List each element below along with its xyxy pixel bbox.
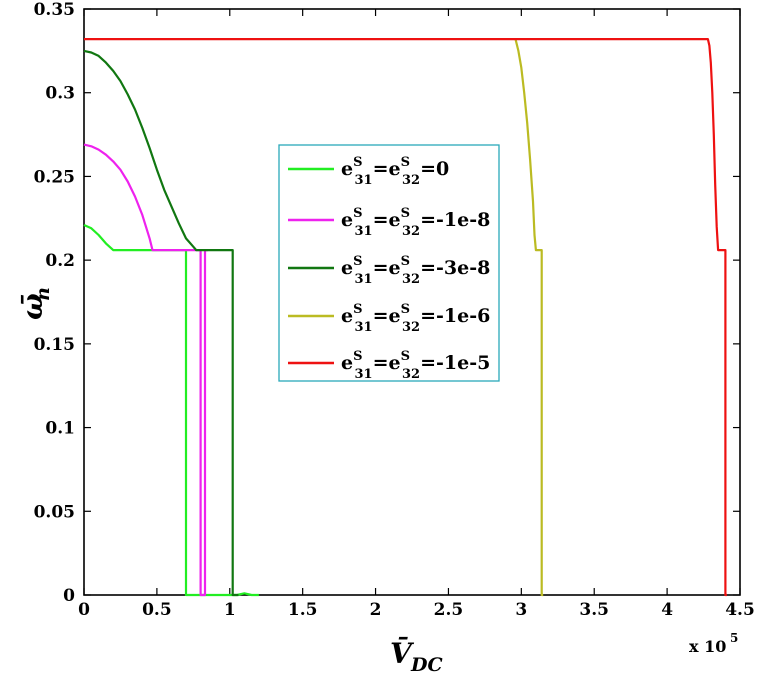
legend: eS 31=eS 32=0eS 31=eS 32=-1e-8eS 31=eS 32=-3e-… — [278, 144, 500, 382]
legend-text-part: e — [341, 209, 353, 231]
legend-entry-2: eS 31=eS 32=-1e-8 — [288, 206, 490, 239]
legend-text-part: =-1e-6 — [420, 305, 490, 327]
legend-text-part: =-1e-8 — [420, 209, 490, 231]
series-line-5 — [84, 37, 727, 597]
x-tick-label: 2 — [370, 600, 382, 620]
legend-text-part: 31 — [354, 224, 372, 239]
y-axis-title-main: ω̄ — [16, 293, 49, 320]
x-multiplier: x 10 5 — [689, 631, 738, 656]
legend-text-part: S — [401, 349, 410, 364]
legend-entry-1: eS 31=eS 32=0 — [288, 155, 449, 188]
x-tick-label: 1 — [224, 600, 236, 620]
legend-text-part: S — [353, 206, 362, 221]
x-axis-title-sub: DC — [410, 654, 443, 675]
legend-text-part: 31 — [354, 320, 372, 335]
legend-text-part: 32 — [402, 320, 420, 335]
axis-ticks: 0 0.5 1 1.5 2 2.5 3 3.5 4 4.5 0 0.05 0.1 0.15 0.2 0.25 0… — [34, 0, 755, 620]
legend-text-part: S — [401, 254, 410, 269]
legend-text-part: S — [401, 302, 410, 317]
legend-entry-4: eS 31=eS 32=-1e-6 — [288, 302, 490, 335]
x-tick-label: 1.5 — [288, 600, 318, 620]
series-lines — [83, 37, 727, 597]
legend-entry-5: eS 31=eS 32=-1e-5 — [288, 349, 490, 382]
legend-label: eS 31=eS 32=-1e-6 — [341, 302, 490, 335]
legend-text-part: e — [341, 352, 353, 374]
x-multiplier-exponent: 5 — [730, 631, 738, 645]
legend-entry-3: eS 31=eS 32=-3e-8 — [288, 254, 490, 287]
legend-text-part: =-1e-5 — [420, 352, 490, 374]
y-tick-label: 0.25 — [34, 167, 75, 187]
legend-text-part: S — [401, 155, 410, 170]
legend-text-part: e — [341, 158, 353, 180]
y-tick-label: 0.3 — [45, 84, 75, 104]
legend-text-part: 32 — [402, 173, 420, 188]
x-tick-label: 0 — [78, 600, 90, 620]
legend-text-part: e — [341, 257, 353, 279]
legend-text-part: 31 — [354, 173, 372, 188]
legend-text-part: =e — [373, 209, 401, 231]
legend-text-part: 31 — [354, 367, 372, 382]
y-tick-label: 0.2 — [45, 251, 75, 271]
legend-text-part: 32 — [402, 367, 420, 382]
legend-text-part: =e — [373, 158, 401, 180]
legend-text-part: S — [353, 254, 362, 269]
series-line-4 — [514, 38, 544, 597]
legend-text-part: S — [353, 155, 362, 170]
x-tick-label: 3 — [515, 600, 527, 620]
legend-text-part: 32 — [402, 224, 420, 239]
y-tick-label: 0.15 — [34, 335, 75, 355]
legend-text-part: =-3e-8 — [420, 257, 490, 279]
legend-text-part: =e — [373, 305, 401, 327]
y-tick-label: 0.05 — [34, 502, 75, 522]
legend-text-part: =0 — [420, 158, 449, 180]
legend-text-part: 31 — [354, 272, 372, 287]
legend-text-part: S — [401, 206, 410, 221]
legend-text-part: 32 — [402, 272, 420, 287]
series-line-2 — [83, 143, 208, 597]
y-tick-label: 0 — [63, 586, 75, 606]
x-tick-label: 0.5 — [142, 600, 172, 620]
legend-label: eS 31=eS 32=-3e-8 — [341, 254, 490, 287]
y-tick-label: 0.35 — [34, 0, 75, 20]
legend-label: eS 31=eS 32=0 — [341, 155, 449, 188]
x-tick-label: 4 — [661, 600, 673, 620]
x-multiplier-text: x 10 — [689, 637, 726, 656]
legend-box — [278, 144, 500, 382]
legend-text-part: =e — [373, 352, 401, 374]
legend-label: eS 31=eS 32=-1e-8 — [341, 206, 490, 239]
x-tick-label: 3.5 — [579, 600, 609, 620]
x-tick-label: 4.5 — [725, 600, 755, 620]
x-axis-title-main: V̄ — [390, 636, 415, 670]
legend-text-part: S — [353, 302, 362, 317]
y-axis-title: ω̄ n — [16, 287, 54, 320]
series-line-1 — [83, 223, 259, 597]
x-tick-label: 2.5 — [434, 600, 464, 620]
legend-text-part: e — [341, 305, 353, 327]
y-axis-title-sub: n — [32, 287, 54, 301]
series-line-3 — [83, 49, 239, 597]
legend-text-part: =e — [373, 257, 401, 279]
legend-text-part: S — [353, 349, 362, 364]
legend-label: eS 31=eS 32=-1e-5 — [341, 349, 490, 382]
y-tick-label: 0.1 — [45, 419, 75, 439]
x-axis-title: V̄ DC — [390, 636, 443, 675]
